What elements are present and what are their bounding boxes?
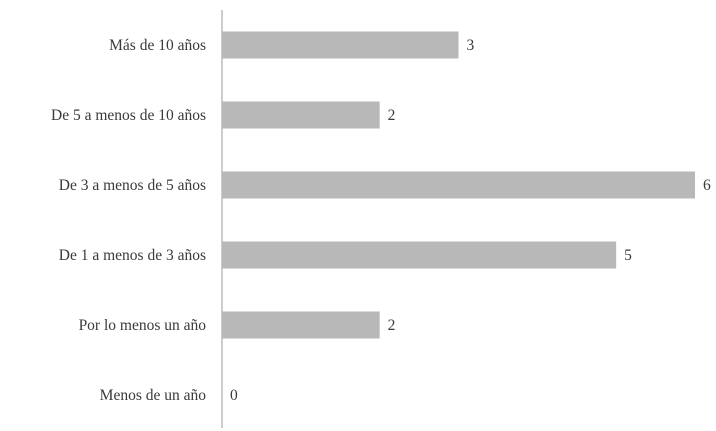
bar xyxy=(222,31,459,59)
category-label: De 1 a menos de 3 años xyxy=(59,247,206,264)
bars-group xyxy=(222,31,695,339)
data-label: 5 xyxy=(624,247,632,264)
data-label: 2 xyxy=(388,317,396,334)
category-label: De 3 a menos de 5 años xyxy=(59,177,206,194)
category-labels: Más de 10 años De 5 a menos de 10 años De … xyxy=(51,37,206,404)
data-label: 3 xyxy=(467,37,475,54)
value-labels: 3 2 6 5 2 0 xyxy=(230,37,711,404)
bar xyxy=(222,171,695,199)
data-label: 6 xyxy=(703,177,711,194)
category-label: Más de 10 años xyxy=(109,37,206,54)
bar xyxy=(222,311,380,339)
category-label: Menos de un año xyxy=(100,387,207,404)
category-label: De 5 a menos de 10 años xyxy=(51,107,206,124)
bar xyxy=(222,241,617,269)
category-label: Por lo menos un año xyxy=(79,317,207,334)
data-label: 0 xyxy=(230,387,238,404)
bar xyxy=(222,101,380,129)
data-label: 2 xyxy=(388,107,396,124)
